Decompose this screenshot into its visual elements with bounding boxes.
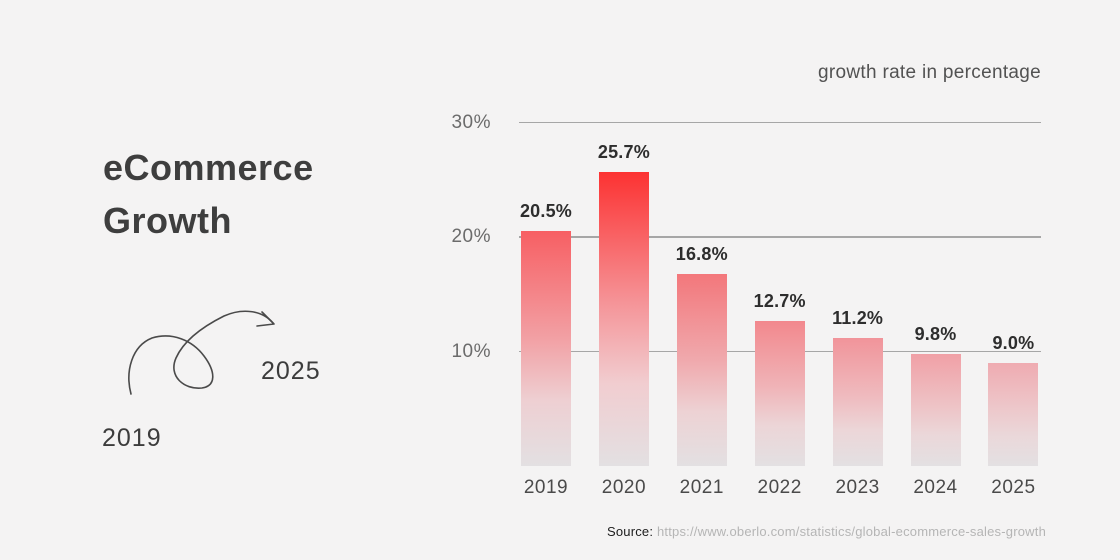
bar-chart-plot: 30% 20% 10% 20.5% 2019 25.7% 2020 16.8% 2021 12.7… (451, 0, 1041, 560)
page-title: eCommerce Growth (103, 141, 314, 247)
bar-value-label-2025: 9.0% (992, 332, 1035, 353)
source-url-text: https://www.oberlo.com/statistics/global… (656, 524, 1046, 539)
source-prefix-label: Source: (606, 524, 654, 539)
bar-value-label-2023: 11.2% (832, 307, 884, 328)
chart-unit-label: growth rate in percentage (818, 62, 1041, 83)
bar-value-label-2022: 12.7% (753, 290, 806, 311)
bar-2020 (598, 171, 649, 466)
bar-2021 (676, 273, 727, 466)
x-axis-tick-2020: 2020 (601, 477, 647, 498)
x-axis-tick-2024: 2024 (913, 477, 958, 498)
bar-value-label-2024: 9.8% (914, 323, 957, 344)
arrow-end-year-label: 2025 (261, 357, 321, 385)
gridline-30% (519, 121, 1041, 124)
page-title-line1: eCommerce (103, 147, 314, 188)
page-title-line2: Growth (103, 200, 232, 241)
y-axis-tick-30%: 30% (451, 111, 491, 133)
bar-2019 (521, 231, 571, 466)
y-axis-tick-20%: 20% (451, 226, 491, 247)
bar-2024 (910, 353, 961, 466)
bar-2025 (988, 362, 1039, 466)
bar-2023 (832, 337, 883, 466)
x-axis-tick-2023: 2023 (835, 477, 880, 498)
x-axis-tick-2021: 2021 (679, 477, 724, 498)
arrow-start-year-label: 2019 (102, 424, 162, 452)
y-axis-tick-10%: 10% (451, 340, 491, 362)
swirl-arrow-icon (128, 310, 275, 395)
bar-value-label-2019: 20.5% (519, 201, 573, 222)
gridline-20% (519, 236, 1041, 238)
bar-value-label-2021: 16.8% (675, 243, 728, 264)
x-axis-tick-2022: 2022 (757, 477, 802, 498)
x-axis-tick-2025: 2025 (991, 477, 1036, 498)
x-axis-tick-2019: 2019 (523, 477, 569, 498)
bar-value-label-2020: 25.7% (597, 141, 650, 162)
source-line: Source: https://www.oberlo.com/statistic… (607, 524, 1046, 539)
bar-2022 (754, 320, 805, 466)
